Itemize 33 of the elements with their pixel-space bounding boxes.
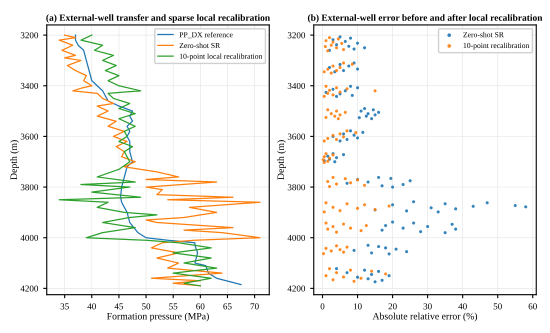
x-tick-label: 50 [494,303,502,310]
x-axis-title: Formation pressure (MPa) [106,312,209,322]
y-tick-label: 4200 [20,286,38,292]
y-axis-title: Depth (m) [277,140,286,180]
y-tick-label: 4000 [288,234,306,241]
y-tick-label: 3800 [288,184,306,190]
x-tick-label: 20 [388,303,397,310]
x-tick-label: 65 [223,303,232,310]
y-tick-label: 3600 [20,134,38,140]
x-tick-label: 60 [196,303,204,310]
x-tick-label: 40 [87,303,96,310]
chart-title: (a) External-well transfer and sparse local recalibration [46,14,270,23]
x-tick-label: 50 [142,303,150,310]
x-tick-label: 40 [458,303,467,310]
x-tick-label: 0 [320,303,324,310]
y-tick-label: 4200 [288,286,306,292]
x-axis-title: Absolute relative error (%) [372,312,478,322]
y-tick-label: 3600 [288,134,306,140]
y-axis-title: Depth (m) [10,140,19,180]
y-tick-label: 3800 [20,184,38,190]
y-tick-label: 3400 [288,82,306,89]
x-tick-label: 45 [114,303,124,310]
y-tick-label: 3200 [20,32,38,38]
x-tick-label: 55 [169,303,178,310]
y-tick-label: 3200 [288,32,306,38]
x-tick-label: 35 [60,303,69,310]
y-tick-label: 3400 [20,82,38,89]
y-tick-label: 4000 [20,234,38,241]
x-tick-label: 70 [250,303,259,310]
x-tick-label: 30 [424,303,432,310]
x-tick-label: 60 [528,303,537,310]
chart-title: (b) External-well error before and after local recalibration [308,14,542,23]
x-tick-label: 10 [354,303,362,310]
